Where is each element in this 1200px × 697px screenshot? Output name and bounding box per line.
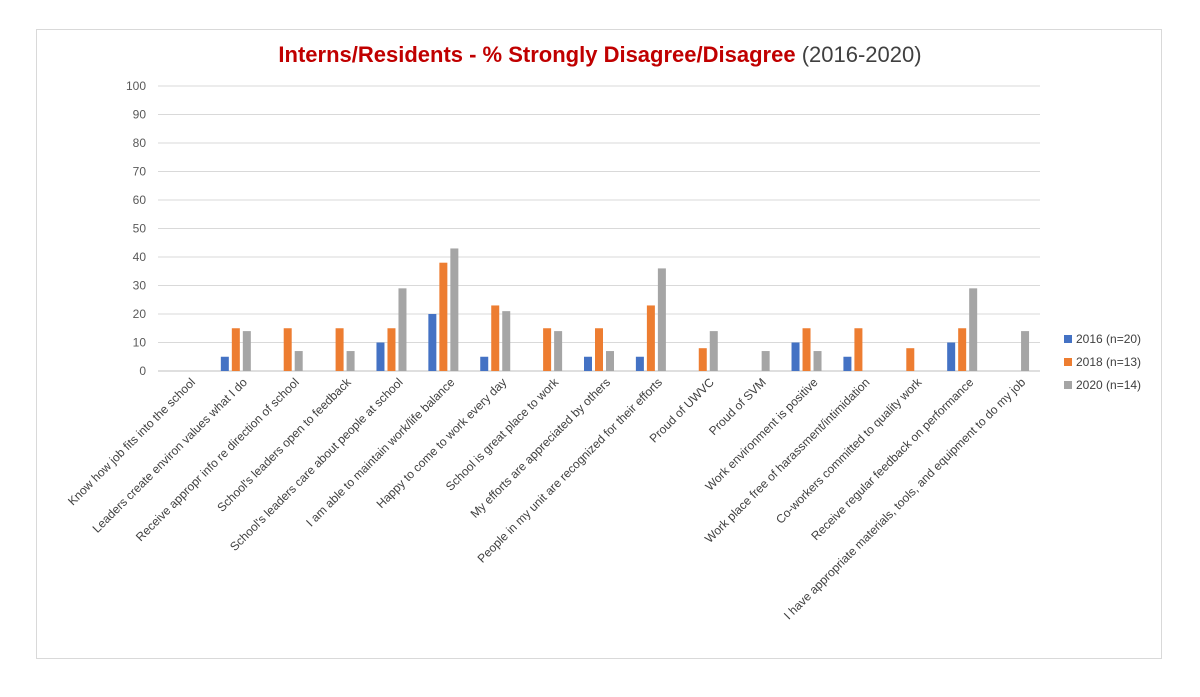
y-tick-label: 90 — [133, 108, 147, 122]
y-tick-label: 60 — [133, 193, 147, 207]
bar — [698, 348, 707, 371]
bar — [543, 328, 552, 371]
bar — [283, 328, 292, 371]
x-category-label: I have appropriate materials, tools, and… — [781, 375, 1028, 622]
bar — [220, 356, 229, 371]
bar — [346, 351, 355, 371]
bar — [761, 351, 770, 371]
x-category-label: People in my unit are recognized for the… — [475, 375, 665, 565]
bar — [595, 328, 603, 371]
bar — [491, 305, 500, 371]
y-tick-label: 20 — [133, 307, 147, 321]
y-tick-label: 50 — [133, 222, 147, 236]
legend-label: 2016 (n=20) — [1076, 332, 1141, 346]
bar — [376, 342, 385, 371]
y-axis: 0 10 20 30 40 50 60 70 80 90 100 — [126, 79, 146, 378]
chart-subtitle: (2016-2020) — [801, 42, 922, 67]
legend-label: 2020 (n=14) — [1076, 378, 1141, 392]
bar — [906, 348, 915, 371]
chart-title: Interns/Residents - % Strongly Disagree/… — [278, 42, 796, 67]
bar — [958, 328, 967, 371]
bar — [657, 268, 666, 371]
legend-swatch — [1064, 335, 1072, 343]
bar — [843, 356, 852, 371]
bar — [606, 351, 614, 371]
bar — [947, 342, 956, 371]
y-tick-label: 40 — [133, 250, 147, 264]
bar — [428, 314, 437, 371]
y-tick-label: 80 — [133, 136, 147, 150]
x-axis: Know how job fits into the schoolLeaders… — [65, 375, 1028, 623]
y-tick-label: 10 — [133, 336, 147, 350]
bar — [969, 288, 978, 371]
bar — [635, 356, 644, 371]
bar — [802, 328, 811, 371]
bar — [709, 331, 718, 371]
bar — [480, 356, 489, 371]
bar — [242, 331, 251, 371]
bar — [813, 351, 822, 371]
bar — [1021, 331, 1030, 371]
bar — [294, 351, 303, 371]
bar — [398, 288, 407, 371]
bar — [335, 328, 344, 371]
bar — [439, 262, 448, 371]
bar — [646, 305, 655, 371]
y-tick-label: 70 — [133, 165, 147, 179]
bar — [450, 248, 459, 371]
y-tick-label: 100 — [126, 79, 146, 93]
legend-swatch — [1064, 381, 1072, 389]
bar — [791, 342, 800, 371]
bars — [220, 248, 1030, 371]
chart-title-block: Interns/Residents - % Strongly Disagree/… — [0, 42, 1200, 68]
bar — [231, 328, 240, 371]
bar — [554, 331, 563, 371]
bar — [584, 356, 592, 371]
gridlines — [158, 85, 1040, 372]
y-tick-label: 0 — [139, 364, 146, 378]
legend-label: 2018 (n=13) — [1076, 355, 1141, 369]
bar — [502, 311, 511, 371]
bar — [387, 328, 396, 371]
bar — [854, 328, 863, 371]
legend-swatch — [1064, 358, 1072, 366]
legend: 2016 (n=20) 2018 (n=13) 2020 (n=14) — [1064, 332, 1141, 392]
y-tick-label: 30 — [133, 279, 147, 293]
